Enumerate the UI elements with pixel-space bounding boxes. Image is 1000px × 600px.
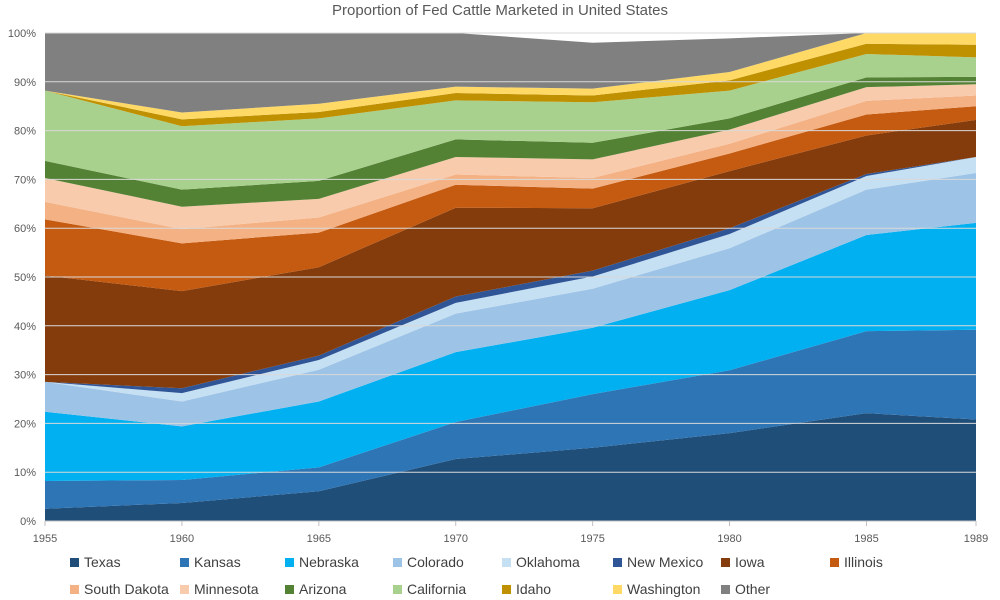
y-tick-label: 90% xyxy=(14,77,36,89)
x-tick-label: 1980 xyxy=(717,533,741,545)
legend-item-washington: Washington xyxy=(613,581,700,597)
legend-item-oklahoma: Oklahoma xyxy=(502,554,580,570)
area-idaho xyxy=(45,43,976,127)
y-tick-label: 80% xyxy=(14,126,36,138)
legend-item-nebraska: Nebraska xyxy=(285,554,359,570)
legend-swatch-illinois xyxy=(830,558,839,567)
legend-item-iowa: Iowa xyxy=(721,554,765,570)
legend-swatch-minnesota xyxy=(180,585,189,594)
area-colorado xyxy=(45,173,976,427)
area-washington xyxy=(45,33,976,120)
legend-swatch-oklahoma xyxy=(502,558,511,567)
legend-swatch-texas xyxy=(70,558,79,567)
area-minnesota xyxy=(45,84,976,230)
area-nebraska xyxy=(45,222,976,481)
legend-swatch-kansas xyxy=(180,558,189,567)
legend-label-south-dakota: South Dakota xyxy=(84,581,169,597)
areas-layer xyxy=(45,33,976,521)
x-tick-label: 1975 xyxy=(580,533,604,545)
legend-item-idaho: Idaho xyxy=(502,581,551,597)
y-tick-label: 50% xyxy=(14,272,36,284)
legend-item-illinois: Illinois xyxy=(830,554,883,570)
legend-label-kansas: Kansas xyxy=(194,554,241,570)
x-tick-label: 1955 xyxy=(33,533,57,545)
legend-swatch-california xyxy=(393,585,402,594)
area-california xyxy=(45,53,976,190)
y-tick-label: 100% xyxy=(8,28,36,40)
x-tick-label: 1989 xyxy=(964,533,988,545)
area-illinois xyxy=(45,106,976,292)
area-texas xyxy=(45,413,976,521)
area-oklahoma xyxy=(45,156,976,402)
area-arizona xyxy=(45,76,976,207)
y-tick-label: 60% xyxy=(14,223,36,235)
legend: Texas Kansas Nebraska Colorado Oklahoma New M… xyxy=(70,554,883,597)
chart-title: Proportion of Fed Cattle Marketed in Uni… xyxy=(331,2,668,19)
legend-label-minnesota: Minnesota xyxy=(194,581,259,597)
legend-swatch-new-mexico xyxy=(613,558,622,567)
legend-item-other: Other xyxy=(721,581,770,597)
legend-swatch-iowa xyxy=(721,558,730,567)
legend-label-nebraska: Nebraska xyxy=(299,554,359,570)
y-tick-label: 30% xyxy=(14,370,36,382)
legend-swatch-south-dakota xyxy=(70,585,79,594)
legend-item-kansas: Kansas xyxy=(180,554,241,570)
legend-item-new-mexico: New Mexico xyxy=(613,554,703,570)
legend-swatch-other xyxy=(721,585,730,594)
legend-label-oklahoma: Oklahoma xyxy=(516,554,580,570)
legend-item-arizona: Arizona xyxy=(285,581,347,597)
legend-item-minnesota: Minnesota xyxy=(180,581,259,597)
legend-label-california: California xyxy=(407,581,466,597)
legend-item-south-dakota: South Dakota xyxy=(70,581,169,597)
legend-swatch-washington xyxy=(613,585,622,594)
legend-swatch-colorado xyxy=(393,558,402,567)
legend-label-new-mexico: New Mexico xyxy=(627,554,703,570)
legend-swatch-idaho xyxy=(502,585,511,594)
y-tick-label: 20% xyxy=(14,418,36,430)
legend-label-washington: Washington xyxy=(627,581,700,597)
area-iowa xyxy=(45,119,976,389)
y-tick-label: 40% xyxy=(14,321,36,333)
legend-item-california: California xyxy=(393,581,466,597)
y-tick-label: 0% xyxy=(20,516,36,528)
legend-label-colorado: Colorado xyxy=(407,554,464,570)
x-tick-label: 1965 xyxy=(307,533,331,545)
legend-label-arizona: Arizona xyxy=(299,581,347,597)
x-tick-label: 1985 xyxy=(854,533,878,545)
legend-label-other: Other xyxy=(735,581,770,597)
x-tick-label: 1960 xyxy=(170,533,194,545)
legend-label-idaho: Idaho xyxy=(516,581,551,597)
area-other xyxy=(45,33,976,113)
y-tick-label: 70% xyxy=(14,174,36,186)
legend-swatch-nebraska xyxy=(285,558,294,567)
legend-label-illinois: Illinois xyxy=(844,554,883,570)
legend-item-colorado: Colorado xyxy=(393,554,464,570)
y-tick-label: 10% xyxy=(14,467,36,479)
legend-item-texas: Texas xyxy=(70,554,121,570)
legend-swatch-arizona xyxy=(285,585,294,594)
axis-layer: 0% 10% 20% 30% 40% 50% 60% 70% 80% 90% 100% 1955 196… xyxy=(8,28,988,545)
legend-label-iowa: Iowa xyxy=(735,554,765,570)
x-tick-label: 1970 xyxy=(443,533,467,545)
legend-label-texas: Texas xyxy=(84,554,121,570)
